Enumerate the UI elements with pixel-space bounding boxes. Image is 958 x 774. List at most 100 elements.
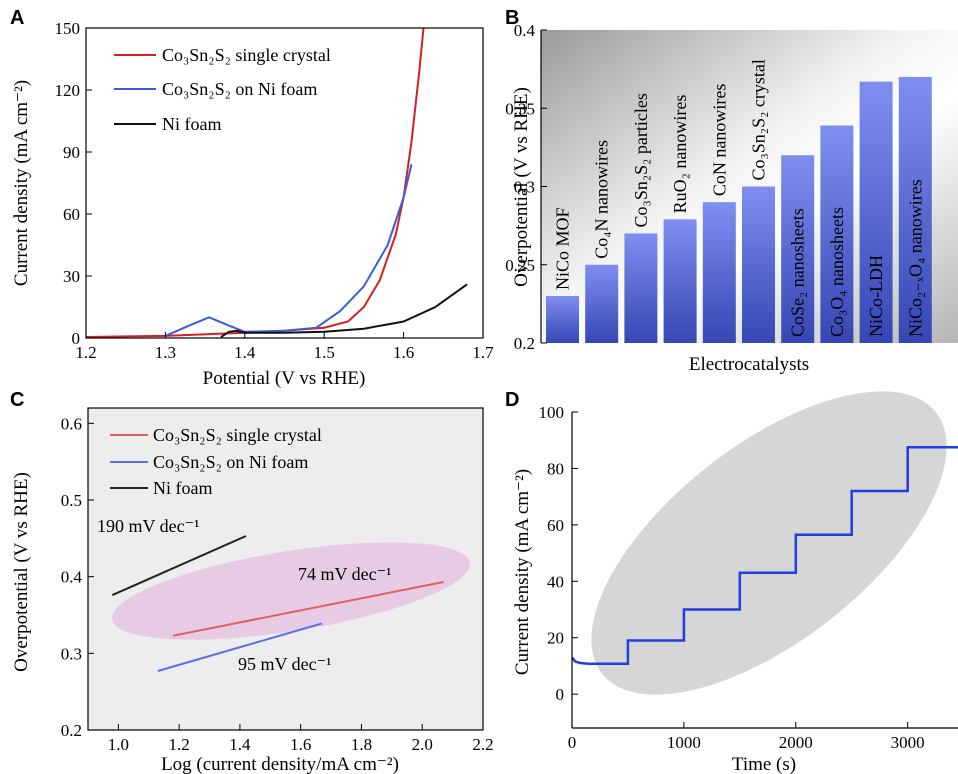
panel-a-xtick-label-5: 1.7 — [472, 343, 494, 362]
panel-c-ticks: 1.0 1.2 1.4 1.6 1.8 2.0 2.2 0.2 0.3 0.4 0.5 0.6 — [61, 414, 494, 754]
panel-c-series-2 — [111, 535, 247, 597]
panel-b-ytick-label-0: 0.2 — [514, 334, 535, 353]
panel-c-ytick-label-4: 0.6 — [61, 414, 82, 433]
panel-d-ytick-label-3: 60 — [547, 516, 564, 535]
panel-a-xtick-label-3: 1.5 — [314, 343, 335, 362]
panel-c-highlight-ellipse — [112, 542, 470, 640]
panel-c-xtick-label-0: 1.0 — [108, 735, 129, 754]
panel-c-frame — [87, 407, 484, 731]
panel-d-ytick-label-2: 40 — [547, 572, 564, 591]
panel-a-series-2 — [220, 283, 468, 338]
panel-c-ytick-label-3: 0.5 — [61, 491, 82, 510]
panel-d-xlabel: Time (s) — [732, 754, 796, 774]
panel-d-xtick-label-3: 3000 — [891, 733, 925, 752]
panel-a-ytick-label-1: 30 — [63, 267, 80, 286]
panel-a-ylabel: Current density (mA cm⁻²) — [11, 80, 32, 286]
panel-b-bar-label-7: Co₃O₄ nanosheets — [827, 207, 847, 337]
panel-c-legend: Co₃Sn₂S₂ single crystal Co₃Sn₂S₂ on Ni f… — [110, 425, 322, 498]
panel-b-bar-label-4: CoN nanowires — [709, 84, 729, 196]
panel-a-legend: Co₃Sn₂S₂ single crystal Co₃Sn₂S₂ on Ni f… — [114, 45, 331, 134]
panel-a-ytick-label-4: 120 — [55, 81, 81, 100]
panel-c-xlabel: Log (current density/mA cm⁻²) — [161, 754, 399, 774]
panel-a-ytick-label-0: 0 — [72, 329, 81, 348]
panel-d-lines — [572, 446, 958, 665]
panel-b-bar-label-3: RuO₂ nanowires — [670, 95, 690, 214]
panel-c-xtick-label-5: 2.0 — [412, 735, 433, 754]
panel-b-ylabel: Overpotential (V vs RHE) — [511, 87, 532, 287]
panel-b-ytick-label-2: 0.3 — [514, 178, 535, 197]
panel-b-ytick-label-3: 0.35 — [505, 99, 535, 118]
panel-c-legend-label-0: Co₃Sn₂S₂ single crystal — [153, 425, 322, 445]
panel-c-xtick-label-3: 1.6 — [290, 735, 311, 754]
panel-a-ticks: 1.2 1.3 1.4 1.5 1.6 1.7 0 30 60 90 120 150 — [55, 19, 495, 362]
panel-b-bar-9 — [898, 76, 932, 343]
panel-b-bar-6 — [781, 155, 815, 343]
panel-a-xlabel: Potential (V vs RHE) — [203, 368, 366, 389]
panel-d-xtick-label-2: 2000 — [779, 733, 813, 752]
panel-b-bars: NiCo MOF Co₄N nanowires Co₃Sn₂S₂ particles… — [546, 59, 932, 343]
panel-c-xtick-label-4: 1.8 — [351, 735, 372, 754]
panel-a-ytick-label-2: 60 — [63, 205, 80, 224]
panel-b-bar-label-6: CoSe₂ nanosheets — [788, 208, 808, 337]
panel-a-series-0 — [86, 28, 425, 338]
panel-label-c: C — [10, 389, 24, 411]
panel-c-legend-label-2: Ni foam — [153, 478, 212, 498]
panel-b-bar-label-0: NiCo MOF — [553, 208, 573, 291]
panel-b-bar-7 — [820, 125, 854, 343]
panel-d-ticks: 0 1000 2000 3000 0 20 40 60 80 100 — [539, 403, 925, 752]
panel-b-ytick-label-1: 0.25 — [505, 256, 535, 275]
panel-b: NiCo MOF Co₄N nanowires Co₃Sn₂S₂ particles… — [505, 21, 958, 375]
panel-c-xtick-label-1: 1.2 — [169, 735, 190, 754]
panel-a-xtick-label-4: 1.6 — [393, 343, 414, 362]
panel-b-ytick-label-4: 0.4 — [514, 21, 536, 40]
panel-b-bar-5 — [742, 186, 775, 343]
panel-a-series-1 — [165, 164, 413, 337]
panel-b-xlabel: Electrocatalysts — [689, 354, 809, 375]
panel-a-xtick-label-2: 1.4 — [234, 343, 256, 362]
panel-b-bar-8 — [859, 81, 893, 343]
panel-a: 1.2 1.3 1.4 1.5 1.6 1.7 0 30 60 90 120 150 Potentia… — [11, 19, 494, 389]
panel-c-ylabel: Overpotential (V vs RHE) — [11, 472, 32, 672]
panel-b-bar-0 — [546, 296, 579, 343]
panel-d-xtick-label-1: 1000 — [667, 733, 701, 752]
panel-d-series-0 — [572, 446, 958, 665]
panel-b-bar-label-1: Co₄N nanowires — [592, 140, 612, 259]
panel-a-frame — [85, 27, 484, 339]
panel-a-xtick-label-1: 1.3 — [155, 343, 176, 362]
panel-d-ytick-label-4: 80 — [547, 459, 564, 478]
panel-d: 0 1000 2000 3000 0 20 40 60 80 100 Time (s) Curre… — [512, 391, 958, 774]
panel-d-highlight-ellipse — [591, 391, 947, 695]
panel-c-annotation-0: 190 mV dec⁻¹ — [97, 516, 200, 536]
panel-c: 1.0 1.2 1.4 1.6 1.8 2.0 2.2 0.2 0.3 0.4 0.5 0.6 Log… — [11, 407, 494, 774]
panel-b-bar-label-5: Co₃Sn₂S₂ crystal — [749, 59, 769, 180]
panel-a-legend-label-2: Ni foam — [162, 114, 221, 134]
panel-c-ytick-label-1: 0.3 — [61, 644, 82, 663]
panel-label-b: B — [505, 7, 519, 29]
panel-b-bar-1 — [585, 264, 619, 343]
panel-c-annotation-1: 74 mV dec⁻¹ — [298, 564, 392, 584]
panel-c-ytick-label-2: 0.4 — [61, 568, 83, 587]
panel-label-d: D — [505, 389, 519, 411]
panel-c-series-1 — [157, 622, 323, 672]
panel-a-xtick-label-0: 1.2 — [75, 343, 96, 362]
panel-b-bar-label-8: NiCo-LDH — [866, 255, 886, 337]
panel-c-ytick-label-0: 0.2 — [61, 721, 82, 740]
panel-a-ytick-label-3: 90 — [63, 143, 80, 162]
panel-c-series-0 — [172, 581, 444, 637]
panel-d-ytick-label-5: 100 — [539, 403, 565, 422]
panel-d-ylabel: Current density (mA cm⁻²) — [512, 469, 533, 675]
panel-d-ytick-label-1: 20 — [547, 629, 564, 648]
panel-a-lines — [86, 28, 468, 338]
panel-b-ticks: 0.2 0.25 0.3 0.35 0.4 — [505, 21, 547, 353]
panel-c-lines — [111, 535, 444, 672]
panel-b-bar-3 — [663, 219, 697, 343]
panel-a-ytick-label-5: 150 — [55, 19, 81, 38]
panel-d-xtick-label-0: 0 — [568, 733, 577, 752]
panel-c-annotation-2: 95 mV dec⁻¹ — [238, 654, 332, 674]
panel-a-legend-label-1: Co₃Sn₂S₂ on Ni foam — [162, 79, 317, 99]
panel-b-bar-4 — [702, 202, 736, 343]
panel-c-xtick-label-6: 2.2 — [472, 735, 493, 754]
panel-b-bar-label-2: Co₃Sn₂S₂ particles — [631, 93, 651, 227]
panel-c-legend-label-1: Co₃Sn₂S₂ on Ni foam — [153, 452, 308, 472]
